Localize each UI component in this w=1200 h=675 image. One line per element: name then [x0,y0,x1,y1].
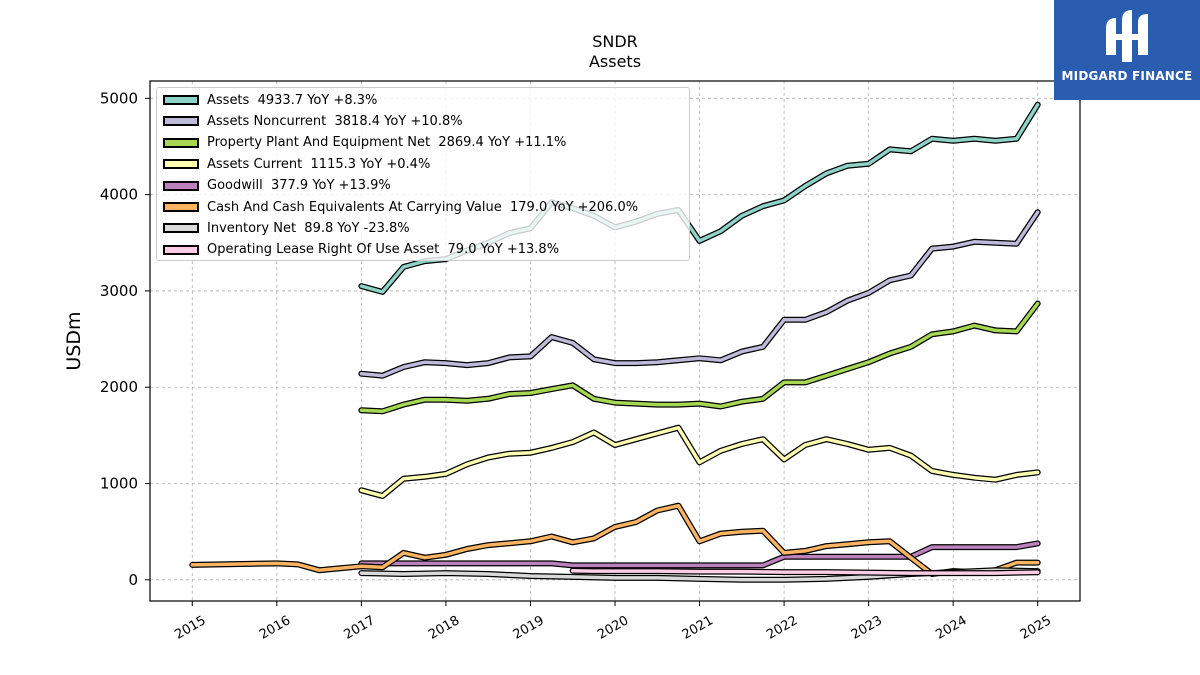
y-tick-label: 2000 [100,378,138,396]
series-line [359,541,1040,568]
y-axis-label: USDm [63,311,85,370]
series-assets-noncurrent [358,209,1041,379]
legend-label: Cash And Cash Equivalents At Carrying Va… [207,199,639,215]
chart-title: SNDR [592,32,638,51]
x-tick-label: 2017 [342,613,378,643]
legend-item: Property Plant And Equipment Net 2869.4 … [163,135,566,151]
chart-subtitle: Assets [588,52,642,71]
series-line [359,301,1040,414]
x-tick-label: 2015 [172,613,208,643]
series-line [359,425,1040,498]
x-tick-label: 2022 [764,613,800,643]
x-tick-label: 2021 [680,613,716,643]
legend-swatch [163,244,199,255]
legend-swatch [163,202,199,212]
series-cash-and-cash-equivalents-at-carrying-value [189,502,1041,577]
x-tick-label: 2019 [511,613,547,643]
y-tick-label: 5000 [100,89,138,107]
series-line [359,210,1040,378]
series-property-plant-and-equipment-net [358,300,1041,415]
brand-logo: MIDGARD FINANCE [1054,0,1200,100]
legend-item: Assets Current 1115.3 YoY +0.4% [163,156,430,172]
legend-item: Assets 4933.7 YoY +8.3% [163,92,377,108]
legend-item: Inventory Net 89.8 YoY -23.8% [163,220,410,236]
legend-swatch [163,116,199,127]
legend: Assets 4933.7 YoY +8.3% Assets Noncurrent… [156,87,690,261]
legend-label: Inventory Net 89.8 YoY -23.8% [207,220,410,236]
legend-swatch [163,95,199,105]
legend-label: Assets Current 1115.3 YoY +0.4% [207,156,431,172]
legend-swatch [163,180,199,191]
y-tick-label: 3000 [100,282,138,300]
grid-lines [150,81,1080,601]
x-tick-label: 2024 [933,613,969,643]
legend-label: Property Plant And Equipment Net 2869.4 … [207,135,567,151]
x-tick-label: 2025 [1018,613,1054,643]
legend-item: Operating Lease Right Of Use Asset 79.0 … [163,242,559,258]
legend-label: Assets Noncurrent 3818.4 YoY +10.8% [207,113,463,129]
legend-swatch [163,223,199,234]
logo-mark-icon [1106,10,1148,62]
legend-swatch [163,137,199,148]
legend-item: Assets Noncurrent 3818.4 YoY +10.8% [163,113,463,129]
legend-label: Operating Lease Right Of Use Asset 79.0 … [207,242,560,258]
legend-label: Assets 4933.7 YoY +8.3% [207,92,378,108]
series-line [190,503,1040,576]
y-tick-label: 1000 [100,475,138,493]
logo-text: MIDGARD FINANCE [1061,69,1193,83]
legend-item: Cash And Cash Equivalents At Carrying Va… [163,199,638,215]
series-assets-current [358,424,1041,499]
x-tick-label: 2016 [257,613,293,643]
legend-label: Goodwill 377.9 YoY +13.9% [207,178,391,194]
x-tick-label: 2018 [426,613,462,643]
series-goodwill [358,540,1041,569]
x-tick-label: 2023 [849,613,885,643]
series-lines [189,101,1041,583]
series-operating-lease-right-of-use-asset [569,567,1041,577]
series-line [570,568,1040,575]
y-tick-label: 0 [128,571,138,589]
legend-swatch [163,159,199,170]
y-tick-label: 4000 [100,186,138,204]
legend-item: Goodwill 377.9 YoY +13.9% [163,178,391,194]
x-tick-label: 2020 [595,613,631,643]
